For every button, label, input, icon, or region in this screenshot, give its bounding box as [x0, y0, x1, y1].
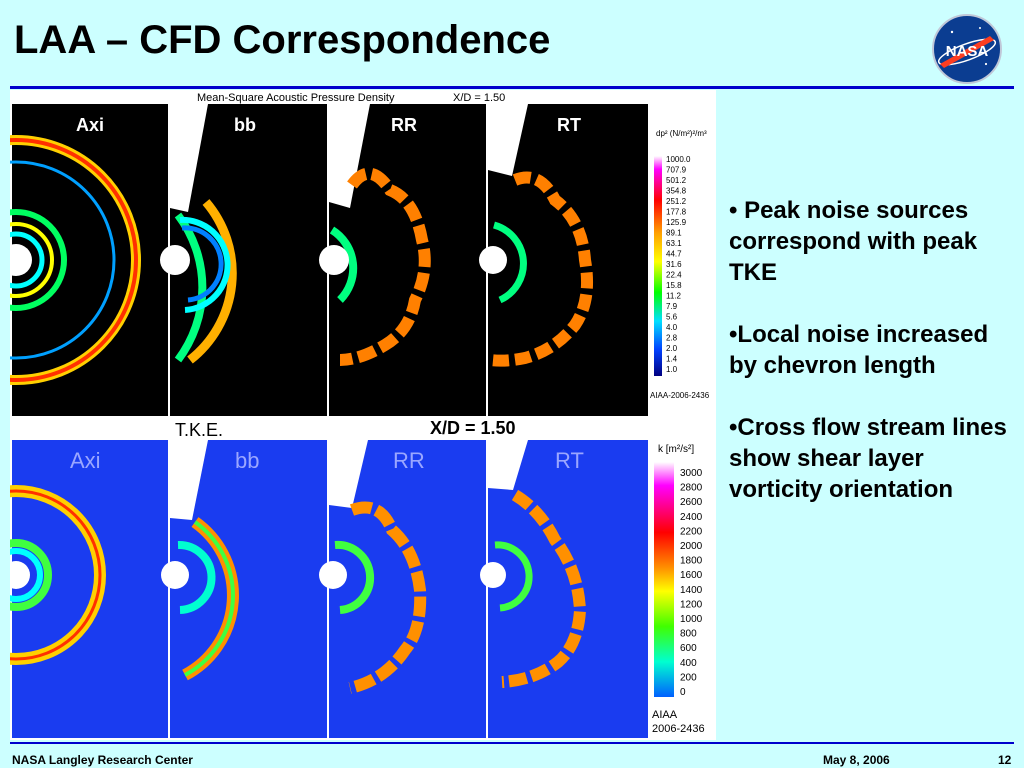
tke-xd: X/D = 1.50 [430, 418, 516, 438]
tke-colorbar-tick: 0 [680, 687, 686, 698]
tke-colorbar-tick: 1600 [680, 570, 703, 581]
bullet-list: • Peak noise sources correspond with pea… [729, 195, 1019, 536]
acoustic-colorbar-tick: 2.0 [666, 344, 678, 353]
tke-colorbar-tick: 2400 [680, 512, 703, 523]
tke-label-rt: RT [555, 448, 584, 473]
slide-title: LAA – CFD Correspondence [14, 18, 551, 62]
title-rule [10, 86, 1014, 89]
tke-colorbar-tick: 3000 [680, 468, 703, 479]
acoustic-label-rr: RR [391, 115, 417, 135]
tke-title: T.K.E. [175, 420, 223, 440]
acoustic-colorbar-tick: 7.9 [666, 302, 678, 311]
footer-rule [10, 742, 1014, 744]
tke-panel-rt: RT [480, 440, 648, 738]
acoustic-colorbar-tick: 1.0 [666, 365, 678, 374]
acoustic-panel-axi: Axi [10, 104, 168, 416]
tke-label-rr: RR [393, 448, 425, 473]
tke-colorbar-tick: 1200 [680, 599, 703, 610]
tke-colorbar-tick: 2600 [680, 497, 703, 508]
nasa-logo: NASA [932, 14, 1002, 84]
tke-credit-1: AIAA [652, 709, 678, 721]
bullet-item: •Local noise increased by chevron length [729, 321, 989, 379]
acoustic-colorbar-tick: 5.6 [666, 313, 678, 322]
acoustic-label-rt: RT [557, 115, 581, 135]
acoustic-label-axi: Axi [76, 115, 104, 135]
bullet-item: •Cross flow stream lines show shear laye… [729, 414, 1007, 503]
cfd-figure: Mean-Square Acoustic Pressure Density X/… [10, 90, 716, 740]
bullet-item: • Peak noise sources correspond with pea… [729, 197, 978, 286]
acoustic-label-bb: bb [234, 115, 256, 135]
tke-label-axi: Axi [70, 448, 101, 473]
tke-panel-bb: bb [161, 440, 327, 738]
acoustic-colorbar-tick: 4.0 [666, 323, 678, 332]
acoustic-colorbar-tick: 22.4 [666, 271, 682, 280]
tke-credit-2: 2006-2436 [652, 723, 705, 735]
acoustic-colorbar-tick: 125.9 [666, 218, 687, 227]
acoustic-colorbar-tick: 2.8 [666, 334, 678, 343]
tke-colorbar-tick: 2800 [680, 483, 703, 494]
acoustic-colorbar-tick: 354.8 [666, 187, 687, 196]
tke-label-bb: bb [235, 448, 259, 473]
tke-colorbar-tick: 400 [680, 658, 697, 669]
footer-date: May 8, 2006 [823, 753, 890, 767]
tke-colorbar-tick: 1800 [680, 556, 703, 567]
acoustic-legend-title: dp² (N/m²)²/m³ [656, 129, 707, 138]
tke-colorbar-tick: 200 [680, 672, 697, 683]
acoustic-panel-rt: RT [479, 104, 648, 416]
acoustic-panel-bb: bb [160, 104, 327, 416]
tke-colorbar: k [m²/s²] 300028002600240022002000180016… [652, 444, 705, 735]
acoustic-colorbar-tick: 1000.0 [666, 155, 691, 164]
acoustic-title: Mean-Square Acoustic Pressure Density [197, 92, 395, 104]
acoustic-colorbar-tick: 44.7 [666, 250, 682, 259]
acoustic-credit: AIAA-2006-2436 [650, 391, 710, 400]
footer-org: NASA Langley Research Center [12, 753, 193, 767]
tke-legend-title: k [m²/s²] [658, 444, 694, 455]
page-number: 12 [998, 753, 1012, 767]
tke-colorbar-tick: 1400 [680, 585, 703, 596]
acoustic-colorbar-tick: 15.8 [666, 281, 682, 290]
tke-colorbar-tick: 1000 [680, 614, 703, 625]
acoustic-colorbar-tick: 707.9 [666, 166, 687, 175]
tke-colorbar-tick: 2000 [680, 541, 703, 552]
acoustic-colorbar-tick: 251.2 [666, 197, 687, 206]
tke-panel-axi: Axi [10, 440, 168, 738]
tke-colorbar-tick: 2200 [680, 526, 703, 537]
acoustic-colorbar-tick: 63.1 [666, 239, 682, 248]
tke-colorbar-tick: 600 [680, 643, 697, 654]
acoustic-colorbar-tick: 1.4 [666, 355, 678, 364]
acoustic-panel-rr: RR [319, 104, 486, 416]
tke-colorbar-tick: 800 [680, 629, 697, 640]
acoustic-xd: X/D = 1.50 [453, 92, 505, 104]
acoustic-colorbar-tick: 501.2 [666, 176, 687, 185]
tke-panel-rr: RR [319, 440, 486, 738]
acoustic-colorbar-tick: 31.6 [666, 260, 682, 269]
acoustic-colorbar-tick: 177.8 [666, 208, 687, 217]
acoustic-colorbar-tick: 11.2 [666, 292, 682, 301]
acoustic-colorbar-tick: 89.1 [666, 229, 682, 238]
nasa-logo-text: NASA [946, 43, 989, 60]
